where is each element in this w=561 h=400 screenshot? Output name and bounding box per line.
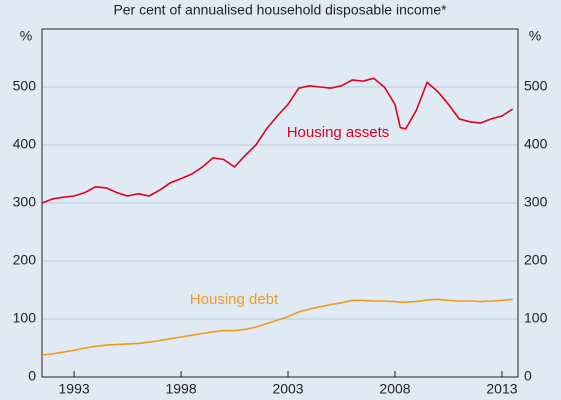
y-tick-label-right: 200 bbox=[524, 252, 548, 268]
data-line bbox=[41, 77, 514, 204]
data-line bbox=[41, 298, 513, 356]
y-tick-label-right: 500 bbox=[524, 78, 548, 94]
x-tick-label: 2003 bbox=[272, 381, 303, 397]
y-tick-label-right: 100 bbox=[524, 310, 548, 326]
y-tick-label-right: 300 bbox=[524, 194, 548, 210]
y-tick-label-right: 400 bbox=[524, 136, 548, 152]
y-tick-label-left: 200 bbox=[13, 252, 37, 268]
y-tick-label-right: 0 bbox=[524, 368, 532, 384]
x-tick-label: 1993 bbox=[59, 381, 90, 397]
x-tick-label: 2008 bbox=[379, 381, 410, 397]
y-tick-label-left: 300 bbox=[13, 194, 37, 210]
x-tick-label: 2013 bbox=[486, 381, 517, 397]
y-tick-label-left: 100 bbox=[13, 310, 37, 326]
series-label: Housing debt bbox=[190, 291, 279, 308]
y-tick-label-left: 0 bbox=[28, 368, 36, 384]
series-label: Housing assets bbox=[287, 124, 390, 141]
y-tick-label-left: 500 bbox=[13, 78, 37, 94]
chart-subtitle: Per cent of annualised household disposa… bbox=[113, 2, 447, 18]
y-unit-right: % bbox=[529, 28, 541, 44]
y-tick-label-left: 400 bbox=[13, 136, 37, 152]
y-unit-left: % bbox=[20, 28, 32, 44]
x-tick-label: 1998 bbox=[165, 381, 196, 397]
